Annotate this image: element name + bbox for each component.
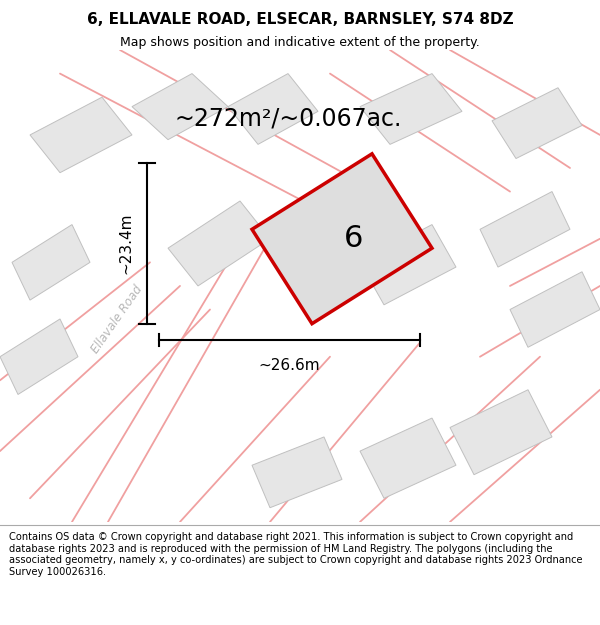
Polygon shape bbox=[480, 191, 570, 267]
Polygon shape bbox=[450, 390, 552, 475]
Polygon shape bbox=[132, 74, 228, 139]
Polygon shape bbox=[360, 418, 456, 498]
Polygon shape bbox=[252, 437, 342, 508]
Text: ~23.4m: ~23.4m bbox=[119, 213, 134, 274]
Text: 6, ELLAVALE ROAD, ELSECAR, BARNSLEY, S74 8DZ: 6, ELLAVALE ROAD, ELSECAR, BARNSLEY, S74… bbox=[86, 12, 514, 28]
Polygon shape bbox=[168, 201, 270, 286]
Polygon shape bbox=[12, 224, 90, 300]
Polygon shape bbox=[30, 97, 132, 172]
Text: Contains OS data © Crown copyright and database right 2021. This information is : Contains OS data © Crown copyright and d… bbox=[9, 532, 583, 577]
Polygon shape bbox=[510, 272, 600, 348]
Polygon shape bbox=[360, 224, 456, 305]
Polygon shape bbox=[228, 74, 318, 144]
Text: Ellavale Road: Ellavale Road bbox=[89, 282, 145, 356]
Text: ~272m²/~0.067ac.: ~272m²/~0.067ac. bbox=[175, 106, 401, 131]
Text: Map shows position and indicative extent of the property.: Map shows position and indicative extent… bbox=[120, 36, 480, 49]
Polygon shape bbox=[252, 154, 432, 324]
Polygon shape bbox=[492, 88, 582, 159]
Polygon shape bbox=[360, 74, 462, 144]
Text: 6: 6 bbox=[344, 224, 364, 253]
Text: ~26.6m: ~26.6m bbox=[259, 358, 320, 373]
Polygon shape bbox=[0, 319, 78, 394]
